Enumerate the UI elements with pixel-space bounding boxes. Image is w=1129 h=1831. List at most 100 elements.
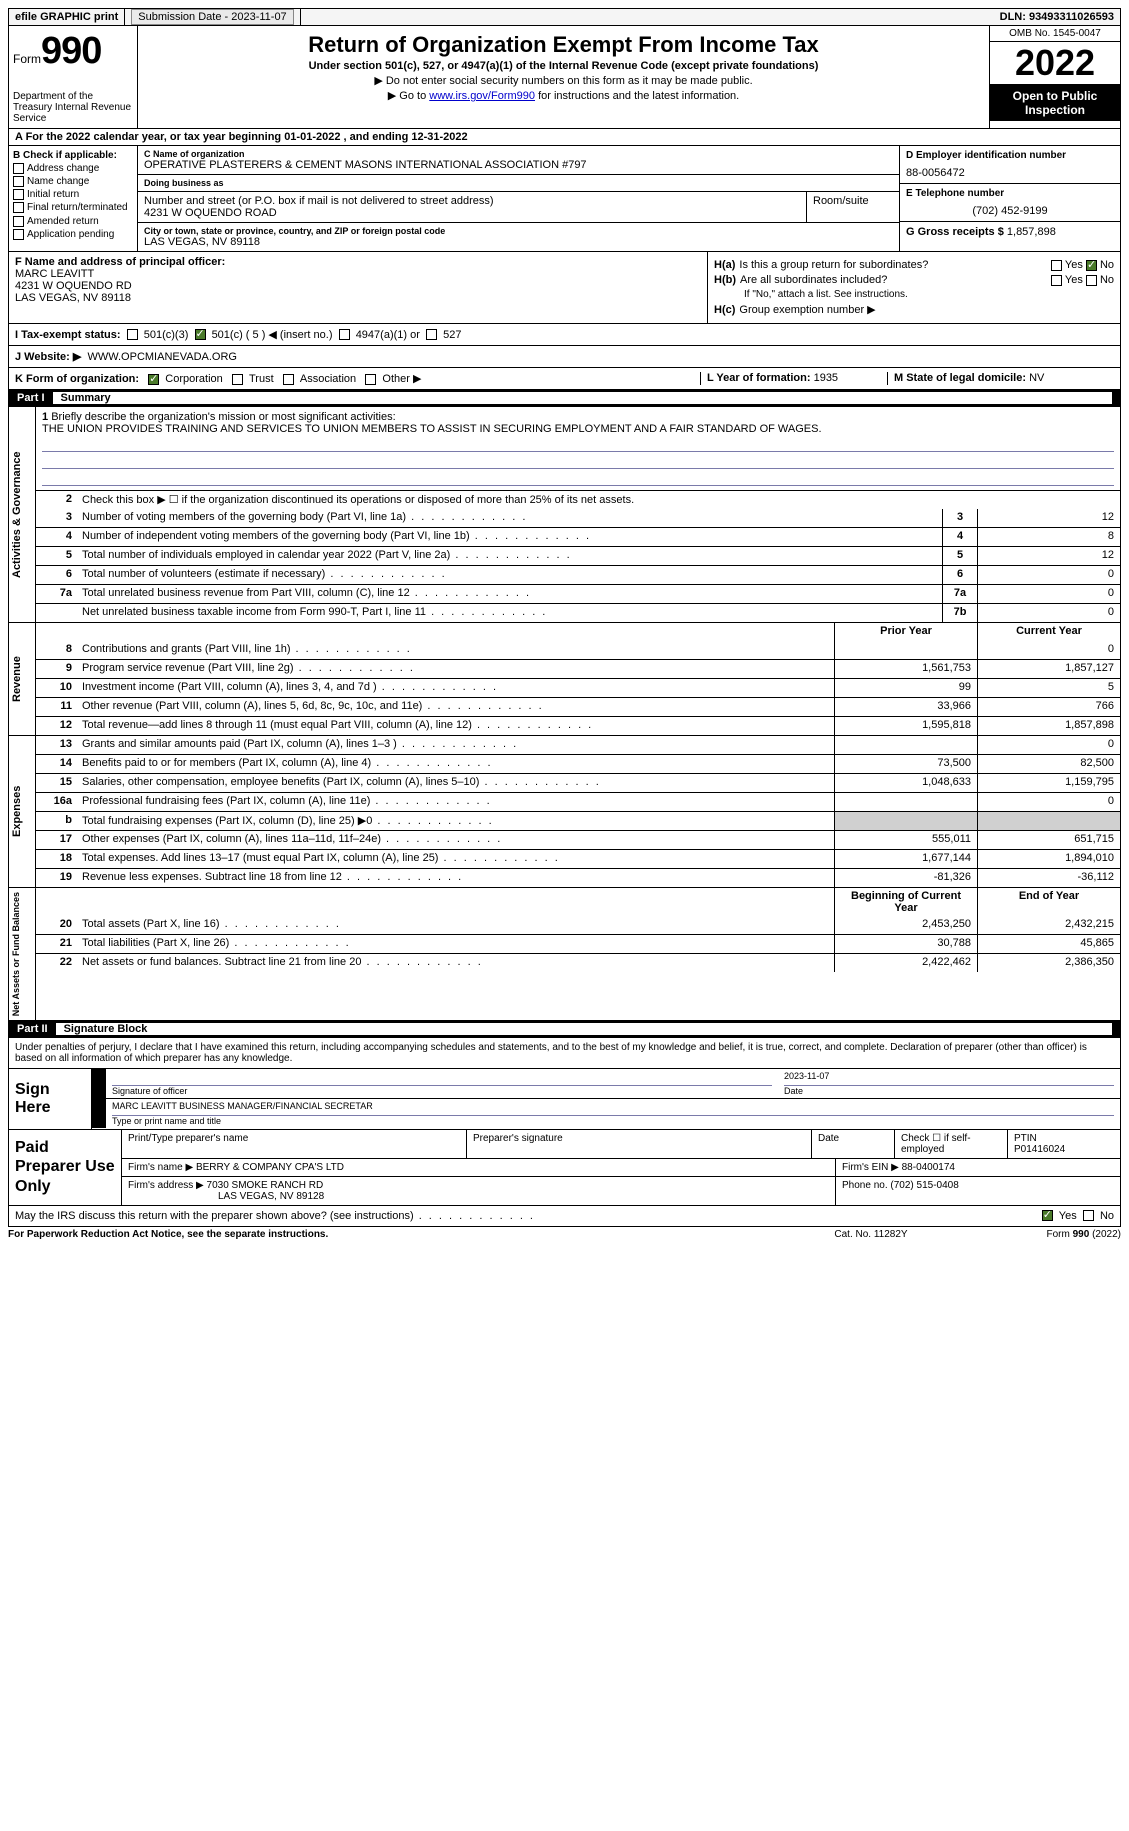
street-row: Number and street (or P.O. box if mail i… — [138, 192, 807, 222]
summary-line: 20Total assets (Part X, line 16)2,453,25… — [36, 916, 1120, 934]
col-b: B Check if applicable: Address change Na… — [9, 146, 138, 251]
discuss-no-checkbox[interactable] — [1083, 1210, 1094, 1221]
cb-trust[interactable] — [232, 374, 243, 385]
header-left: Form990 Department of the Treasury Inter… — [9, 26, 138, 128]
submission-date: Submission Date - 2023-11-07 — [125, 9, 300, 25]
prep-row-2: Firm's name ▶ BERRY & COMPANY CPA'S LTD … — [122, 1159, 1120, 1177]
summary-line: 16aProfessional fundraising fees (Part I… — [36, 792, 1120, 811]
summary-line: 17Other expenses (Part IX, column (A), l… — [36, 830, 1120, 849]
form-footer-label: Form 990 (2022) — [971, 1229, 1121, 1240]
ein-row: D Employer identification number 88-0056… — [900, 146, 1120, 184]
ha-line: H(a) Is this a group return for subordin… — [714, 259, 1114, 271]
sign-here-label: Sign Here — [9, 1069, 91, 1129]
ha-no-checkbox[interactable] — [1086, 260, 1097, 271]
sign-arrow-icon — [92, 1069, 106, 1098]
vlabel-net: Net Assets or Fund Balances — [9, 888, 36, 1020]
summary-line: 12Total revenue—add lines 8 through 11 (… — [36, 716, 1120, 735]
officer-addr1: 4231 W OQUENDO RD — [15, 280, 701, 292]
cb-association[interactable] — [283, 374, 294, 385]
omb-number: OMB No. 1545-0047 — [990, 26, 1120, 42]
cb-corporation[interactable] — [148, 374, 159, 385]
part1-header: Part I Summary — [8, 390, 1121, 407]
prep-row-3: Firm's address ▶ 7030 SMOKE RANCH RD LAS… — [122, 1177, 1120, 1205]
cb-name-change[interactable]: Name change — [13, 176, 133, 187]
prep-self-employed[interactable]: Check ☐ if self-employed — [895, 1130, 1008, 1158]
prep-signature[interactable]: Preparer's signature — [467, 1130, 812, 1158]
dln-label: DLN: 93493311026593 — [994, 9, 1120, 25]
m-state: M State of legal domicile: NV — [887, 372, 1114, 385]
hb-yes-checkbox[interactable] — [1051, 275, 1062, 286]
officer-signature[interactable]: Signature of officer — [106, 1069, 778, 1098]
summary-line: 21Total liabilities (Part X, line 26)30,… — [36, 934, 1120, 953]
dept-label: Department of the Treasury Internal Reve… — [13, 91, 133, 124]
prep-date: Date — [812, 1130, 895, 1158]
cb-initial-return[interactable]: Initial return — [13, 189, 133, 200]
part2-header: Part II Signature Block — [8, 1021, 1121, 1038]
col-c: C Name of organization OPERATIVE PLASTER… — [138, 146, 899, 251]
header-center: Return of Organization Exempt From Incom… — [138, 26, 989, 128]
city-value: LAS VEGAS, NV 89118 — [144, 236, 893, 248]
paperwork-notice: For Paperwork Reduction Act Notice, see … — [8, 1229, 771, 1240]
open-public-badge: Open to Public Inspection — [990, 85, 1120, 121]
firm-phone: Phone no. (702) 515-0408 — [836, 1177, 1120, 1205]
summary-expenses: Expenses 13Grants and similar amounts pa… — [8, 736, 1121, 888]
cb-application-pending[interactable]: Application pending — [13, 229, 133, 240]
hb-no-checkbox[interactable] — [1086, 275, 1097, 286]
summary-line: 18Total expenses. Add lines 13–17 (must … — [36, 849, 1120, 868]
net-header: Beginning of Current Year End of Year — [36, 888, 1120, 916]
cb-501c[interactable] — [195, 329, 206, 340]
cb-other[interactable] — [365, 374, 376, 385]
header-right: OMB No. 1545-0047 2022 Open to Public In… — [989, 26, 1120, 128]
l-year: L Year of formation: 1935 — [700, 372, 887, 385]
cb-address-change[interactable]: Address change — [13, 163, 133, 174]
ha-yes-checkbox[interactable] — [1051, 260, 1062, 271]
hb-note: If "No," attach a list. See instructions… — [714, 289, 1114, 300]
summary-line: 4Number of independent voting members of… — [36, 527, 1120, 546]
cb-amended-return[interactable]: Amended return — [13, 216, 133, 227]
prep-name: Print/Type preparer's name — [122, 1130, 467, 1158]
gross-row: G Gross receipts $ 1,857,898 — [900, 222, 1120, 242]
discuss-yes-checkbox[interactable] — [1042, 1210, 1053, 1221]
irs-link[interactable]: www.irs.gov/Form990 — [429, 90, 535, 102]
cb-527[interactable] — [426, 329, 437, 340]
cb-501c3[interactable] — [127, 329, 138, 340]
summary-line: 8Contributions and grants (Part VIII, li… — [36, 641, 1120, 659]
summary-line: 6Total number of volunteers (estimate if… — [36, 565, 1120, 584]
summary-line: 5Total number of individuals employed in… — [36, 546, 1120, 565]
officer-name: MARC LEAVITT — [15, 268, 701, 280]
col-d: D Employer identification number 88-0056… — [899, 146, 1120, 251]
summary-line: 22Net assets or fund balances. Subtract … — [36, 953, 1120, 972]
cb-final-return[interactable]: Final return/terminated — [13, 202, 133, 213]
tel-row: E Telephone number (702) 452-9199 — [900, 184, 1120, 222]
summary-line: bTotal fundraising expenses (Part IX, co… — [36, 811, 1120, 830]
row-i-status: I Tax-exempt status: 501(c)(3) 501(c) ( … — [8, 324, 1121, 346]
prep-row-1: Print/Type preparer's name Preparer's si… — [122, 1130, 1120, 1159]
form-word: Form — [13, 52, 41, 66]
prep-ptin: PTINP01416024 — [1008, 1130, 1120, 1158]
line-1: 1 Briefly describe the organization's mi… — [36, 407, 1120, 490]
sign-block: Sign Here Signature of officer 2023-11-0… — [8, 1069, 1121, 1130]
summary-netassets: Net Assets or Fund Balances Beginning of… — [8, 888, 1121, 1021]
summary-line: 7aTotal unrelated business revenue from … — [36, 584, 1120, 603]
page-footer: For Paperwork Reduction Act Notice, see … — [8, 1227, 1121, 1242]
tel-value: (702) 452-9199 — [906, 205, 1114, 217]
summary-line: 3Number of voting members of the governi… — [36, 509, 1120, 527]
form-title: Return of Organization Exempt From Incom… — [146, 32, 981, 58]
tax-year: 2022 — [990, 42, 1120, 85]
preparer-label: Paid Preparer Use Only — [9, 1130, 121, 1205]
section-h: H(a) Is this a group return for subordin… — [708, 252, 1120, 323]
summary-line: 9Program service revenue (Part VIII, lin… — [36, 659, 1120, 678]
summary-revenue: Revenue Prior Year Current Year 8Contrib… — [8, 623, 1121, 736]
efile-label: efile GRAPHIC print — [9, 9, 125, 25]
summary-line: Net unrelated business taxable income fr… — [36, 603, 1120, 622]
vlabel-expenses: Expenses — [9, 736, 36, 887]
row-j-website: J Website: ▶ WWW.OPCMIANEVADA.ORG — [8, 346, 1121, 368]
summary-line: 11Other revenue (Part VIII, column (A), … — [36, 697, 1120, 716]
website-value: WWW.OPCMIANEVADA.ORG — [87, 351, 237, 363]
firm-ein: Firm's EIN ▶ 88-0400174 — [836, 1159, 1120, 1176]
rev-header: Prior Year Current Year — [36, 623, 1120, 641]
cb-4947[interactable] — [339, 329, 350, 340]
vlabel-revenue: Revenue — [9, 623, 36, 735]
col-b-header: B Check if applicable: — [13, 150, 133, 161]
gross-value: 1,857,898 — [1007, 226, 1056, 238]
